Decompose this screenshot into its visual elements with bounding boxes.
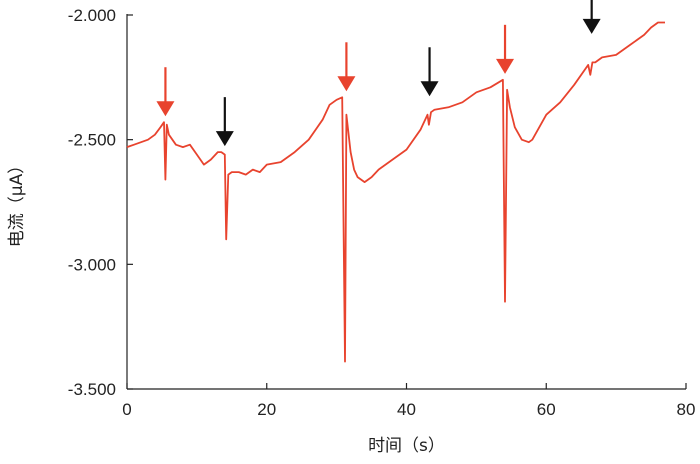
x-axis-title: 时间（s） bbox=[368, 436, 445, 456]
x-tick-label: 80 bbox=[677, 400, 696, 419]
annotation-arrow bbox=[496, 24, 515, 74]
series-line bbox=[126, 21, 665, 363]
x-tick-label: 0 bbox=[122, 400, 131, 419]
annotation-arrow bbox=[582, 0, 601, 34]
x-ticks: 0 20 40 60 80 bbox=[122, 383, 695, 419]
annotation-arrow bbox=[215, 97, 234, 147]
annotation-arrows bbox=[156, 0, 601, 147]
annotation-arrow bbox=[156, 67, 175, 117]
y-tick-label: -3.000 bbox=[68, 255, 116, 274]
axes bbox=[126, 14, 686, 390]
y-tick-label: -2.000 bbox=[68, 6, 116, 25]
y-axis-title: 电流（μA） bbox=[7, 157, 27, 247]
annotation-arrow bbox=[337, 42, 356, 92]
y-ticks: -2.000 -2.500 -3.000 -3.500 bbox=[68, 6, 133, 399]
x-tick-label: 40 bbox=[397, 400, 416, 419]
y-tick-label: -2.500 bbox=[68, 131, 116, 150]
series-group bbox=[126, 21, 665, 363]
x-tick-label: 60 bbox=[537, 400, 556, 419]
annotation-arrow bbox=[420, 47, 439, 97]
y-tick-label: -3.500 bbox=[68, 380, 116, 399]
x-tick-label: 20 bbox=[257, 400, 276, 419]
